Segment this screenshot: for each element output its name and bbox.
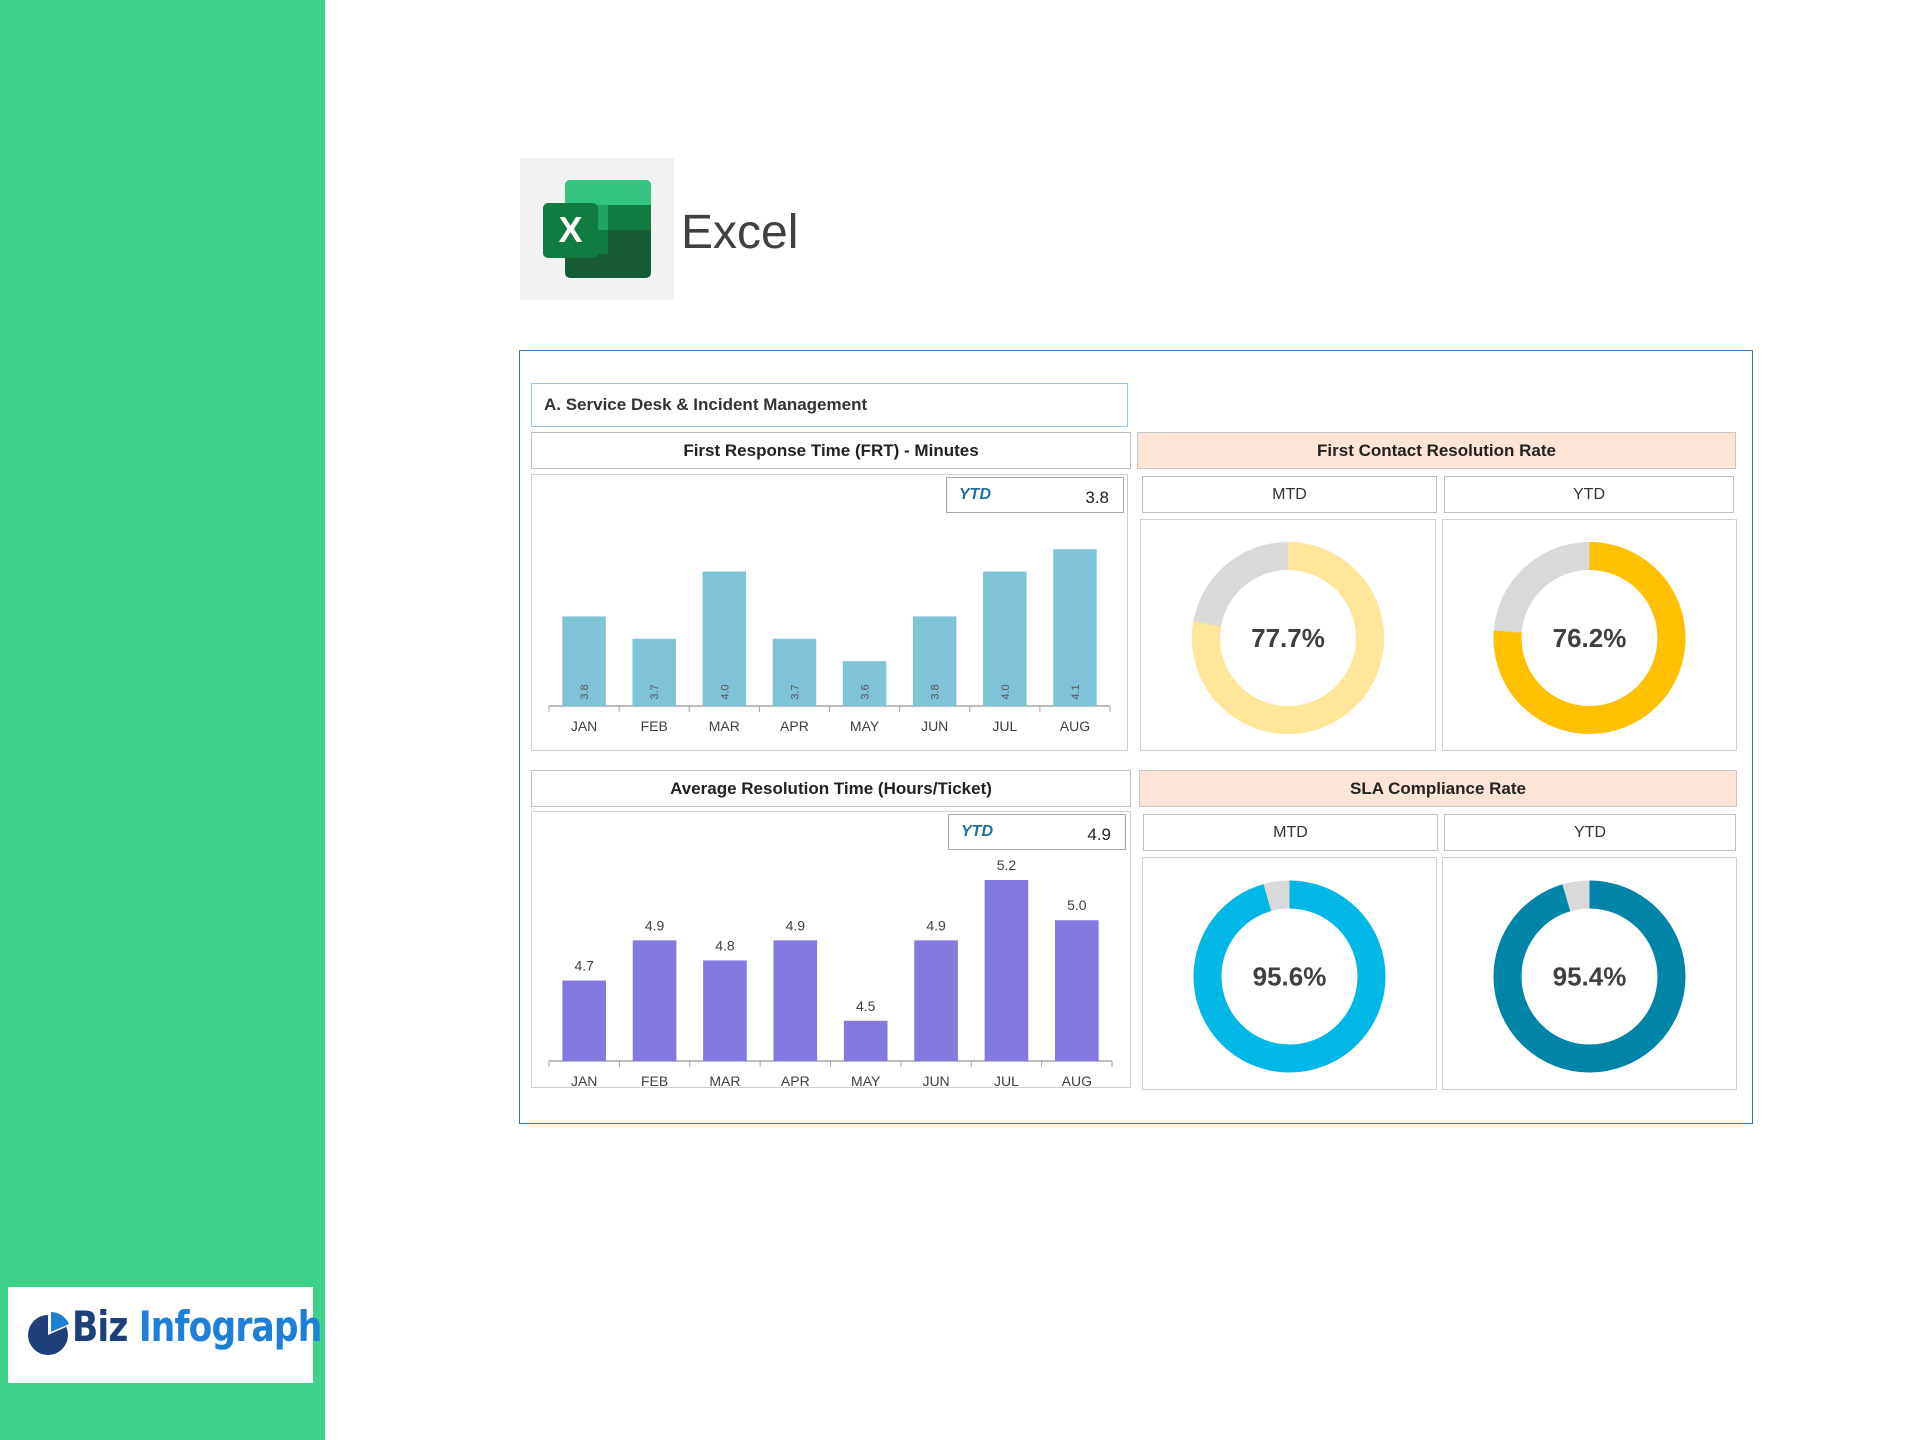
dashboard: A. Service Desk & Incident Management Fi… (519, 350, 1753, 1124)
bar-value-label: 3.6 (860, 684, 872, 699)
x-tick-label: APR (780, 718, 809, 734)
sidebar: Biz Infograph (0, 0, 325, 1440)
bar-value-label: 3.8 (930, 684, 942, 699)
brand-name: Biz Infograph (72, 1302, 322, 1351)
brand-logo-box: Biz Infograph (8, 1287, 322, 1383)
bar-apr (773, 940, 818, 1061)
bar-feb (632, 638, 676, 706)
frt-ytd-box: YTD 3.8 (946, 477, 1124, 513)
donut-value-label: 76.2% (1553, 623, 1627, 653)
bar-jul (983, 571, 1027, 706)
bar-value-label: 3.7 (789, 684, 801, 699)
fcr-ytd-label: YTD (1444, 476, 1734, 513)
donut-value-arc (1192, 542, 1384, 734)
art-ytd-box: YTD 4.9 (948, 814, 1126, 850)
bar-value-label: 4.9 (645, 917, 665, 933)
x-tick-label: JAN (571, 718, 597, 734)
bar-value-label: 3.7 (649, 684, 661, 699)
x-tick-label: JUN (921, 718, 948, 734)
fcr-mtd-donut: 77.7% (1192, 542, 1384, 734)
sla-mtd-panel: 95.6% (1142, 857, 1437, 1090)
art-chart-panel: YTD 4.9 4.7 JAN 4.9 FEB 4.8 MAR 4.9 APR 4.5 MAY 4.… (531, 811, 1131, 1088)
fcr-ytd-donut: 76.2% (1493, 542, 1686, 734)
sla-ytd-donut: 95.4% (1493, 880, 1686, 1073)
donut-value-label: 95.4% (1553, 962, 1627, 992)
sla-ytd-panel: 95.4% (1442, 857, 1737, 1090)
x-tick-label: AUG (1062, 1073, 1092, 1087)
sla-mtd-donut: 95.6% (1193, 880, 1386, 1073)
donut-value-arc (1493, 542, 1686, 734)
bar-value-label: 4.1 (1070, 684, 1082, 699)
x-tick-label: JUL (992, 718, 1017, 734)
donut-value-arc (1493, 880, 1686, 1073)
fcr-title: First Contact Resolution Rate (1137, 432, 1736, 469)
bar-value-label: 3.8 (579, 684, 591, 699)
bar-value-label: 4.0 (719, 684, 731, 699)
pie-logo-icon (28, 1312, 69, 1355)
x-tick-label: MAY (851, 1073, 881, 1087)
bar-aug (1054, 920, 1099, 1061)
x-tick-label: JAN (571, 1073, 597, 1087)
sla-mtd-label: MTD (1143, 814, 1438, 851)
frt-ytd-label: YTD (959, 486, 991, 503)
frt-bar-chart: 3.8 JAN 3.7 FEB 4.0 MAR 3.7 APR 3.6 MAY 3.8 JUN 4.0 J… (548, 549, 1111, 734)
art-ytd-label: YTD (961, 823, 993, 840)
donut-value-label: 77.7% (1251, 623, 1325, 653)
bar-jun (914, 940, 958, 1061)
x-tick-label: JUL (994, 1073, 1019, 1087)
fcr-mtd-label: MTD (1142, 476, 1437, 513)
art-bar-chart: 4.7 JAN 4.9 FEB 4.8 MAR 4.9 APR 4.5 MAY 4.9 JUN 5.2 J… (548, 857, 1113, 1087)
x-tick-label: MAY (850, 718, 880, 734)
brand-name-biz: Biz (72, 1302, 128, 1351)
bar-apr (772, 638, 817, 706)
bar-may (842, 661, 887, 706)
x-tick-label: AUG (1060, 718, 1090, 734)
frt-chart-title: First Response Time (FRT) - Minutes (531, 432, 1131, 469)
bar-jan (562, 980, 607, 1061)
bar-jul (984, 880, 1029, 1061)
art-ytd-value: 4.9 (1087, 825, 1111, 844)
x-tick-label: JUN (922, 1073, 949, 1087)
donut-value-arc (1193, 880, 1386, 1073)
art-chart-title: Average Resolution Time (Hours/Ticket) (531, 770, 1131, 807)
donut-value-label: 95.6% (1253, 962, 1327, 992)
excel-icon: X (543, 180, 651, 278)
bar-value-label: 5.2 (997, 857, 1017, 873)
bar-value-label: 4.9 (786, 917, 806, 933)
fcr-ytd-panel: 76.2% (1442, 519, 1737, 751)
bar-aug (1053, 549, 1097, 706)
bar-may (843, 1020, 888, 1061)
excel-logo-tile: X (520, 158, 674, 300)
x-tick-label: MAR (709, 718, 740, 734)
bar-feb (632, 940, 677, 1061)
section-title: A. Service Desk & Incident Management (531, 383, 1128, 427)
bar-value-label: 4.9 (926, 917, 946, 933)
frt-ytd-value: 3.8 (1085, 488, 1109, 507)
bar-value-label: 4.7 (574, 958, 594, 974)
sla-ytd-label: YTD (1444, 814, 1736, 851)
bar-mar (702, 571, 747, 706)
svg-text:X: X (558, 209, 582, 250)
excel-label: Excel (681, 206, 799, 259)
x-tick-label: MAR (709, 1073, 740, 1087)
sla-title: SLA Compliance Rate (1139, 770, 1737, 807)
brand-name-infograph: Infograph (138, 1302, 322, 1351)
fcr-mtd-panel: 77.7% (1140, 519, 1436, 751)
x-tick-label: FEB (641, 718, 668, 734)
x-tick-label: FEB (641, 1073, 668, 1087)
bar-jun (912, 616, 957, 706)
bar-value-label: 4.0 (1000, 684, 1012, 699)
bar-value-label: 4.5 (856, 998, 876, 1014)
x-tick-label: APR (781, 1073, 810, 1087)
bar-jan (562, 616, 606, 706)
frt-chart-panel: YTD 3.8 3.8 JAN 3.7 FEB 4.0 MAR 3.7 APR 3.6 MAY 3.… (531, 474, 1128, 751)
bar-value-label: 4.8 (715, 937, 735, 953)
bar-value-label: 5.0 (1067, 897, 1087, 913)
bar-mar (703, 960, 747, 1061)
